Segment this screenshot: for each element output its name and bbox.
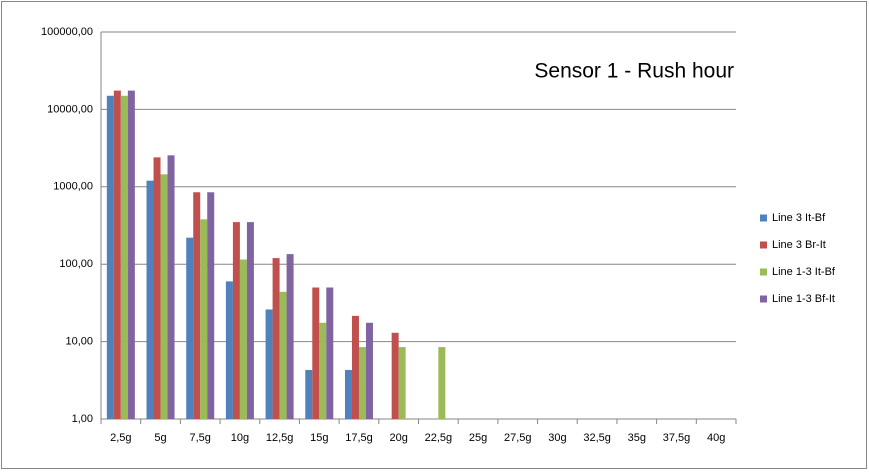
bar [200,219,208,419]
bar [193,192,201,419]
x-tick-label: 37,5g [663,432,691,444]
x-tick-label: 7,5g [190,432,211,444]
x-tick-label: 10g [231,432,249,444]
x-tick-label: 17,5g [345,432,373,444]
bar [207,192,215,419]
bar [146,180,154,419]
x-tick-label: 15g [310,432,328,444]
legend-label: Line 1-3 It-Bf [772,266,836,278]
y-tick-label: 1,00 [72,413,93,425]
bar [265,309,273,419]
y-tick-label: 100000,00 [41,26,93,38]
bar [312,287,320,419]
x-tick-label: 2,5g [110,432,131,444]
legend-swatch [760,268,767,276]
x-tick-label: 32,5g [583,432,611,444]
bar [286,254,294,419]
x-tick-label: 5g [154,432,166,444]
bar [186,237,194,419]
bar [398,347,406,419]
bar [365,322,373,419]
bar [326,287,334,419]
bar [358,347,366,419]
y-tick-label: 10000,00 [47,103,93,115]
y-tick-label: 1000,00 [53,181,93,193]
legend-label: Line 3 Br-It [772,239,826,251]
x-tick-label: 12,5g [266,432,294,444]
legend-swatch [760,241,767,249]
y-tick-label: 10,00 [65,336,93,348]
bar [113,90,121,419]
bar [160,174,168,419]
y-tick-label: 100,00 [59,258,93,270]
bar [225,281,233,419]
bar [438,347,446,419]
x-tick-label: 20g [389,432,407,444]
x-tick-label: 30g [548,432,566,444]
bar [272,258,280,419]
bar [153,157,161,419]
bar [344,369,352,419]
bar [351,315,359,419]
bar [391,332,399,419]
bar [120,95,128,419]
x-tick-label: 27,5g [504,432,532,444]
bar [246,222,254,419]
bar [106,95,114,419]
legend-label: Line 3 It-Bf [772,212,826,224]
legend-label: Line 1-3 Bf-It [772,293,835,305]
x-tick-label: 22,5g [425,432,453,444]
bar [167,155,175,419]
bar [279,291,287,419]
legend-swatch [760,295,767,303]
x-tick-label: 25g [469,432,487,444]
bar [127,90,135,419]
bar [232,222,240,419]
chart-title: Sensor 1 - Rush hour [534,60,734,83]
legend-swatch [760,214,767,222]
x-tick-label: 35g [628,432,646,444]
x-tick-label: 40g [707,432,725,444]
bar [305,369,313,419]
bar [239,259,247,419]
bar [319,322,327,419]
